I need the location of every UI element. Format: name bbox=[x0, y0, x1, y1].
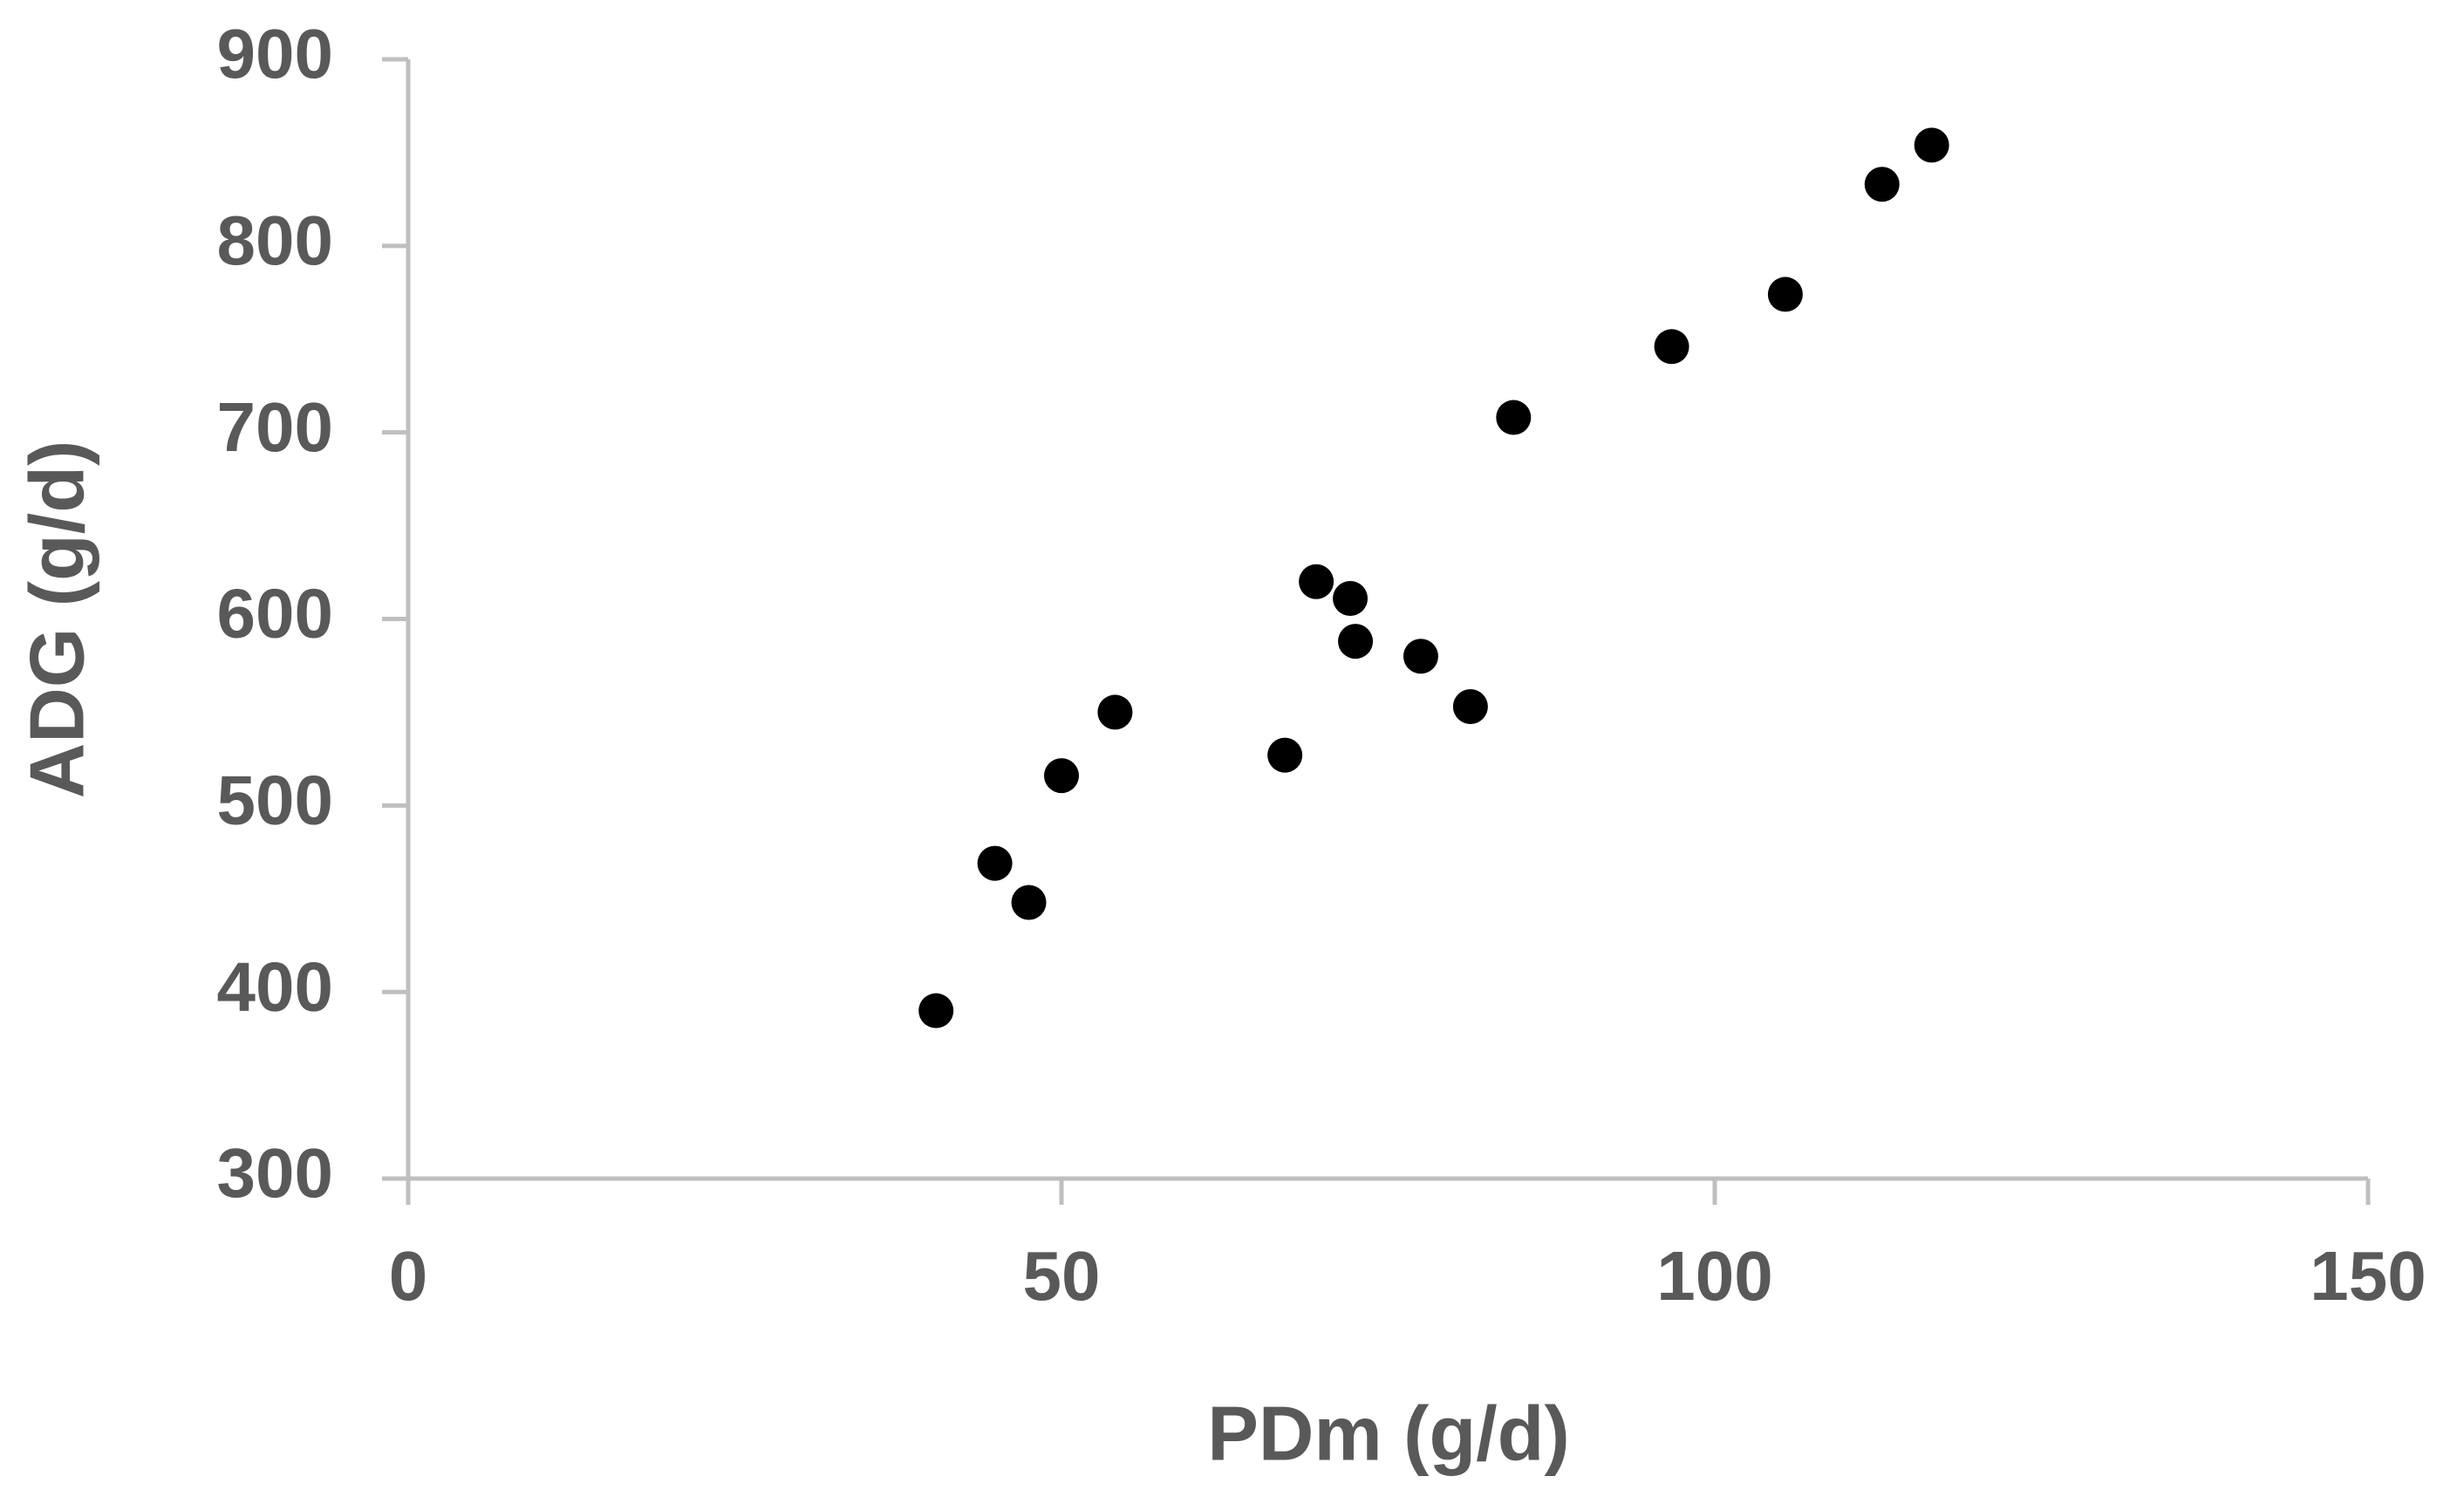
y-tick-label: 400 bbox=[217, 947, 333, 1025]
x-tick-label: 100 bbox=[1656, 1237, 1772, 1315]
y-tick-label: 900 bbox=[217, 15, 333, 92]
point bbox=[1914, 127, 1949, 163]
point bbox=[1654, 329, 1689, 365]
point bbox=[1403, 639, 1438, 674]
point bbox=[1267, 737, 1303, 773]
x-axis-title: PDm (g/d) bbox=[1207, 1390, 1570, 1476]
point bbox=[1496, 400, 1532, 435]
y-tick-label: 800 bbox=[217, 202, 333, 279]
point bbox=[1767, 277, 1803, 312]
point bbox=[1452, 689, 1488, 725]
x-tick-label: 0 bbox=[389, 1237, 428, 1315]
point bbox=[918, 993, 954, 1029]
x-tick-label: 50 bbox=[1023, 1237, 1101, 1315]
point bbox=[977, 845, 1013, 881]
point bbox=[1011, 885, 1047, 920]
point bbox=[1333, 580, 1369, 616]
x-tick-label: 150 bbox=[2310, 1237, 2426, 1315]
point bbox=[1299, 564, 1334, 599]
y-tick-label: 600 bbox=[217, 575, 333, 653]
point bbox=[1044, 758, 1079, 794]
point bbox=[1097, 694, 1133, 730]
point bbox=[1864, 167, 1900, 202]
y-axis-title: ADG (g/d) bbox=[13, 441, 99, 799]
y-tick-label: 700 bbox=[217, 388, 333, 466]
y-tick-label: 500 bbox=[217, 761, 333, 838]
point bbox=[1338, 624, 1374, 660]
y-tick-label: 300 bbox=[217, 1134, 333, 1212]
